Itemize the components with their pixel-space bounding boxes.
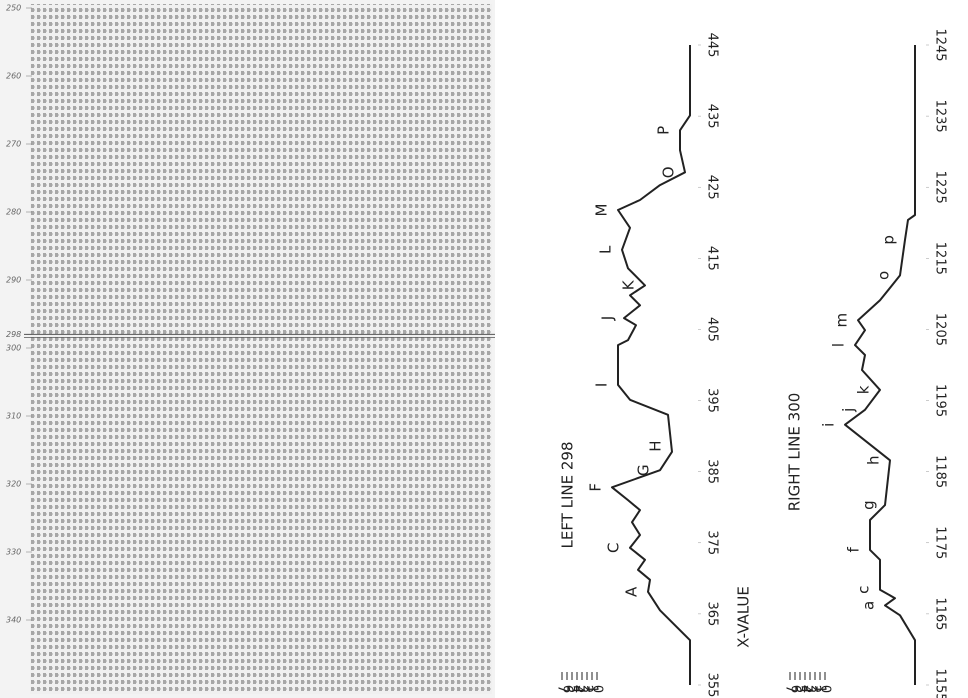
feature-label: c: [855, 586, 873, 594]
feature-label: o: [875, 271, 893, 280]
feature-label: l: [830, 343, 848, 347]
feature-label: h: [865, 456, 883, 466]
feature-label: M: [593, 204, 611, 217]
feature-label: F: [587, 483, 605, 492]
feature-label: g: [860, 500, 878, 510]
character-printout: [30, 4, 492, 694]
row-label: 280: [6, 208, 21, 217]
feature-label: O: [660, 166, 678, 178]
feature-label: P: [655, 126, 673, 135]
feature-label: i: [820, 423, 838, 427]
x-tick-label: 415: [705, 246, 720, 271]
row-label: 270: [6, 140, 21, 149]
x-axis-label: X-VALUE: [735, 586, 753, 648]
feature-label: a: [860, 601, 878, 610]
x-tick-label: 405: [705, 317, 720, 342]
feature-label: k: [855, 385, 873, 394]
row-label: 290: [6, 276, 21, 285]
feature-label: K: [620, 279, 638, 290]
x-tick-label: 1185: [933, 455, 948, 488]
x-tick-label: 1195: [933, 384, 948, 417]
chart-title: RIGHT LINE 300: [786, 393, 804, 512]
feature-label: J: [599, 316, 617, 321]
y-tick-label: 7: [555, 685, 570, 693]
row-label: 330: [6, 548, 21, 557]
x-tick-label: 1245: [933, 28, 948, 61]
x-tick-label: 395: [705, 388, 720, 413]
row-label: 300: [6, 344, 21, 353]
x-tick-label: 365: [705, 601, 720, 626]
feature-label: C: [605, 543, 623, 553]
x-tick-label: 1225: [933, 171, 948, 204]
x-tick-label: 1215: [933, 242, 948, 275]
x-tick-label: 445: [705, 33, 720, 58]
y-tick-label: 7: [783, 685, 798, 693]
x-tick-label: 425: [705, 175, 720, 200]
x-tick-label: 1205: [933, 313, 948, 346]
x-tick-label: 375: [705, 530, 720, 555]
figure: 250 260 270 280 290 298 300 310 320 330 340 LEFT LI…: [0, 0, 968, 698]
feature-label: p: [880, 235, 898, 245]
feature-label: H: [647, 440, 665, 451]
feature-label: L: [597, 245, 615, 254]
row-label: 320: [6, 480, 21, 489]
feature-label: m: [833, 313, 851, 328]
row-label: 260: [6, 72, 21, 81]
feature-label: I: [593, 383, 611, 387]
x-tick-label: 435: [705, 104, 720, 129]
x-tick-label: 1235: [933, 100, 948, 133]
feature-label: A: [623, 586, 641, 597]
x-tick-label: 1165: [933, 597, 948, 630]
x-tick-label: 385: [705, 459, 720, 484]
x-tick-label: 355: [705, 673, 720, 698]
row-label: 250: [6, 4, 21, 13]
row-label: 310: [6, 412, 21, 421]
row-label: 340: [6, 616, 21, 625]
feature-label: j: [840, 408, 858, 413]
chart-title: LEFT LINE 298: [559, 441, 577, 548]
feature-label: G: [635, 464, 653, 476]
feature-label: f: [845, 547, 863, 553]
x-tick-label: 1175: [933, 526, 948, 559]
row-label: 298: [6, 330, 21, 339]
x-tick-label: 1155: [933, 668, 948, 698]
